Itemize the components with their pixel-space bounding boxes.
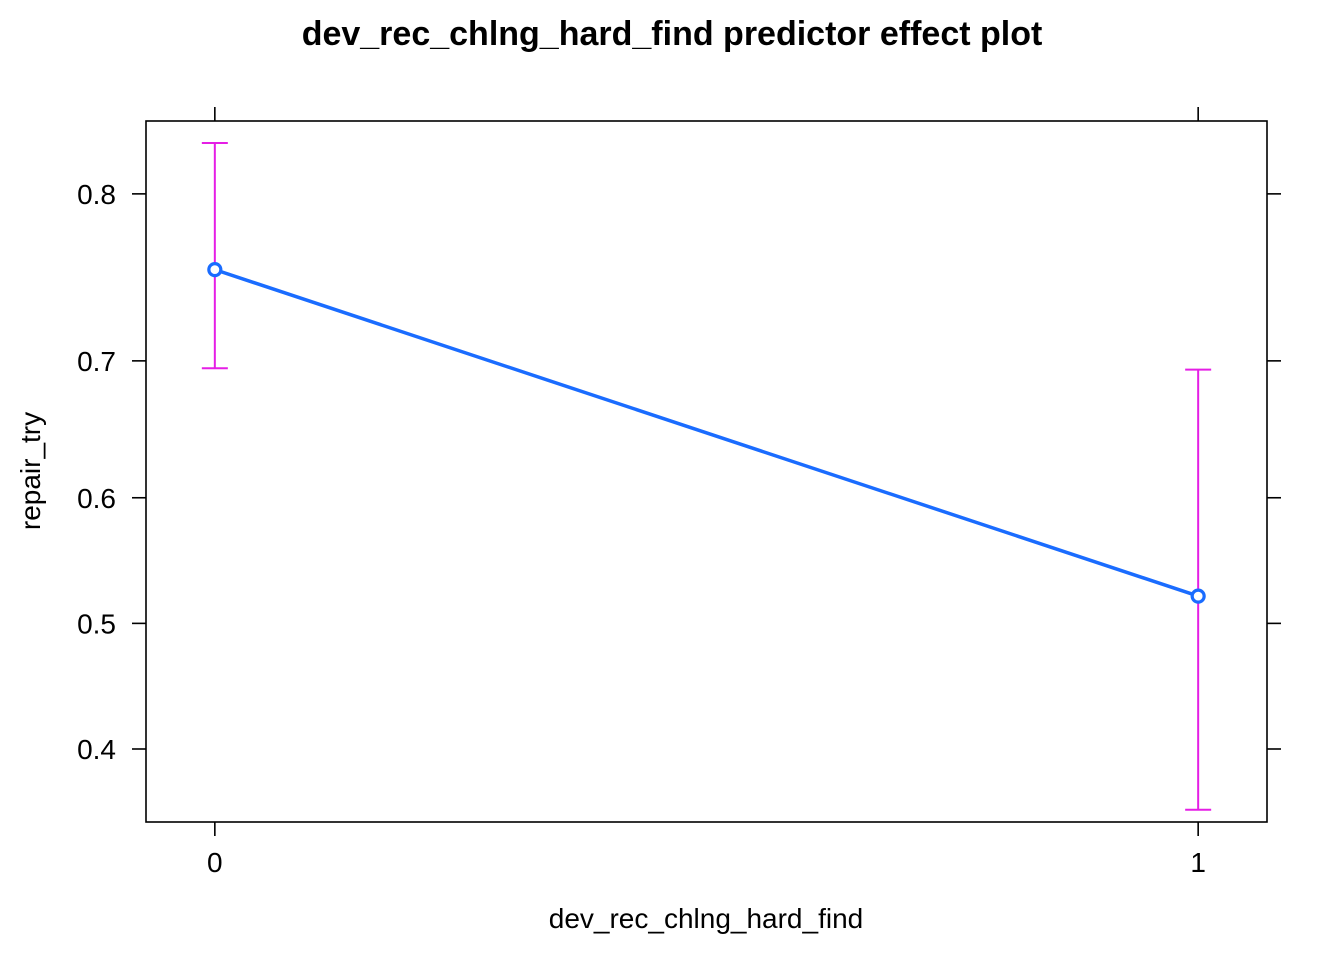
series-line-0 <box>214 267 1199 598</box>
chart-title: dev_rec_chlng_hard_find predictor effect… <box>302 15 1043 53</box>
y-tick-label-3: 0.7 <box>77 346 116 377</box>
x-axis-title: dev_rec_chlng_hard_find <box>549 903 863 934</box>
axis-ticks: 0.4 0.5 0.6 0.7 0.8 0 1 <box>77 107 1281 878</box>
plot-frame <box>145 120 1268 823</box>
x-tick-label-0: 0 <box>207 847 223 878</box>
y-tick-label-0: 0.4 <box>77 734 116 765</box>
data-point-0 <box>207 262 223 278</box>
data-point-1 <box>1190 588 1206 604</box>
y-tick-label-1: 0.5 <box>77 608 116 639</box>
y-tick-label-2: 0.6 <box>77 483 116 514</box>
y-tick-label-4: 0.8 <box>77 179 116 210</box>
error-bars <box>201 141 1212 811</box>
x-tick-label-1: 1 <box>1190 847 1206 878</box>
y-axis-title: repair_try <box>15 412 46 530</box>
series-line <box>207 262 1206 604</box>
